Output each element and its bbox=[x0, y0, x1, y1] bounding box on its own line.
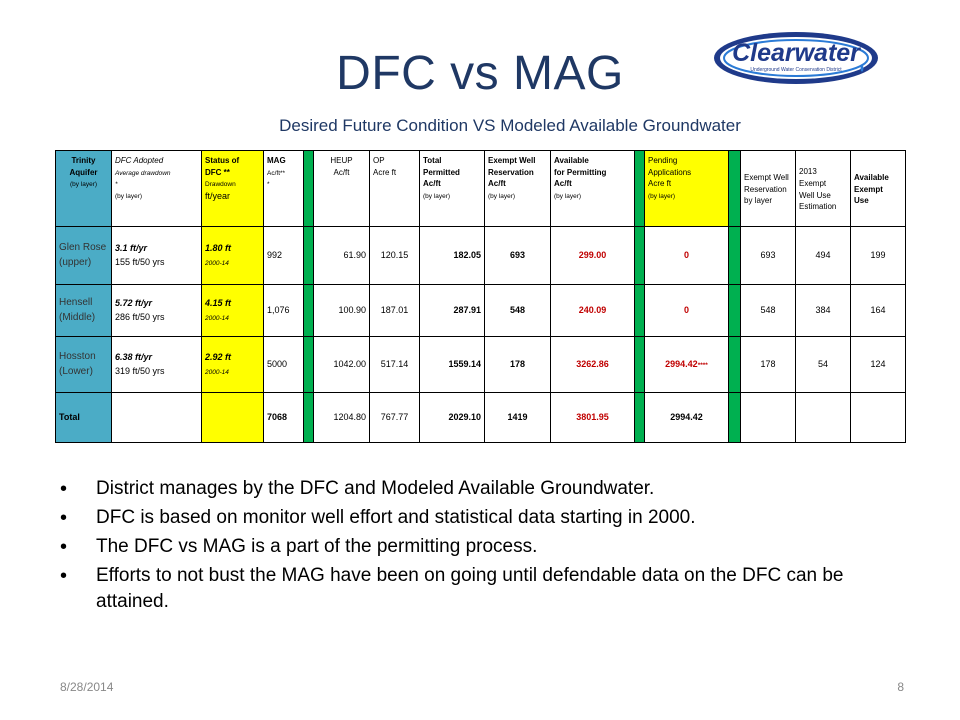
header-green-divider-3 bbox=[728, 150, 741, 227]
total-mag: 7068 bbox=[263, 392, 304, 443]
row-status-dfc: 4.15 ft 2000-14 bbox=[201, 284, 264, 337]
header-green-divider-2 bbox=[634, 150, 645, 227]
header-op: OP Acre ft bbox=[369, 150, 420, 227]
total-heup: 1204.80 bbox=[313, 392, 370, 443]
row-aquifer-name: Hensell (Middle) bbox=[55, 284, 112, 337]
row-total-permitted: 287.91 bbox=[419, 284, 485, 337]
header-aquifer: Trinity Aquifer (by layer) bbox=[55, 150, 112, 227]
dfc-mag-table: Trinity Aquifer (by layer) DFC Adopted A… bbox=[55, 150, 906, 443]
row-mag: 1,076 bbox=[263, 284, 304, 337]
table-row: Hosston (Lower) 6.38 ft/yr 319 ft/50 yrs… bbox=[55, 336, 906, 393]
row-dfc-adopted: 3.1 ft/yr 155 ft/50 yrs bbox=[111, 226, 202, 285]
row-exempt-2013: 494 bbox=[795, 226, 851, 285]
row-exempt-reservation: 548 bbox=[740, 284, 796, 337]
bullet-list: District manages by the DFC and Modeled … bbox=[60, 476, 905, 618]
row-aquifer-name: Hosston (Lower) bbox=[55, 336, 112, 393]
row-op: 517.14 bbox=[369, 336, 420, 393]
row-exempt-reservation: 178 bbox=[740, 336, 796, 393]
row-aquifer-name: Glen Rose (upper) bbox=[55, 226, 112, 285]
row-op: 120.15 bbox=[369, 226, 420, 285]
row-status-dfc: 1.80 ft 2000-14 bbox=[201, 226, 264, 285]
row-exempt-well: 178 bbox=[484, 336, 551, 393]
slide-title: DFC vs MAG bbox=[336, 47, 624, 100]
total-available-permitting: 3801.95 bbox=[550, 392, 635, 443]
row-pending: 0 bbox=[644, 226, 729, 285]
total-permitted: 2029.10 bbox=[419, 392, 485, 443]
row-exempt-2013: 54 bbox=[795, 336, 851, 393]
row-exempt-well: 693 bbox=[484, 226, 551, 285]
row-heup: 1042.00 bbox=[313, 336, 370, 393]
header-green-divider-1 bbox=[303, 150, 314, 227]
row-mag: 5000 bbox=[263, 336, 304, 393]
row-heup: 100.90 bbox=[313, 284, 370, 337]
row-exempt-reservation: 693 bbox=[740, 226, 796, 285]
table-header-row: Trinity Aquifer (by layer) DFC Adopted A… bbox=[55, 150, 906, 227]
row-available-exempt: 164 bbox=[850, 284, 906, 337]
row-available-permitting: 299.00 bbox=[550, 226, 635, 285]
row-exempt-2013: 384 bbox=[795, 284, 851, 337]
row-pending: 0 bbox=[644, 284, 729, 337]
header-exempt-well-reservation: Exempt Well Reservation Ac/ft (by layer) bbox=[484, 150, 551, 227]
bullet-item: DFC is based on monitor well effort and … bbox=[60, 505, 905, 531]
table-row: Hensell (Middle) 5.72 ft/yr 286 ft/50 yr… bbox=[55, 284, 906, 337]
row-total-permitted: 182.05 bbox=[419, 226, 485, 285]
table-row: Glen Rose (upper) 3.1 ft/yr 155 ft/50 yr… bbox=[55, 226, 906, 285]
footer-page-number: 8 bbox=[897, 680, 904, 694]
table-total-row: Total 7068 1204.80 767.77 2029.10 1419 3… bbox=[55, 392, 906, 443]
row-available-exempt: 199 bbox=[850, 226, 906, 285]
row-dfc-adopted: 5.72 ft/yr 286 ft/50 yrs bbox=[111, 284, 202, 337]
header-status-dfc: Status of DFC ** Drawdown ft/year bbox=[201, 150, 264, 227]
row-available-permitting: 3262.86 bbox=[550, 336, 635, 393]
bullet-item: Efforts to not bust the MAG have been on… bbox=[60, 563, 905, 615]
row-mag: 992 bbox=[263, 226, 304, 285]
total-label: Total bbox=[55, 392, 112, 443]
logo-tagline: Underground Water Conservation District bbox=[750, 67, 842, 73]
row-pending: 2994.42**** bbox=[644, 336, 729, 393]
row-status-dfc: 2.92 ft 2000-14 bbox=[201, 336, 264, 393]
row-exempt-well: 548 bbox=[484, 284, 551, 337]
row-total-permitted: 1559.14 bbox=[419, 336, 485, 393]
bullet-item: The DFC vs MAG is a part of the permitti… bbox=[60, 534, 905, 560]
total-pending: 2994.42 bbox=[644, 392, 729, 443]
header-exempt-well-reservation-2: Exempt Well Reservation by layer bbox=[740, 150, 796, 227]
row-available-exempt: 124 bbox=[850, 336, 906, 393]
bullet-item: District manages by the DFC and Modeled … bbox=[60, 476, 905, 502]
total-exempt-well: 1419 bbox=[484, 392, 551, 443]
header-available-exempt-use: Available Exempt Use bbox=[850, 150, 906, 227]
logo-text: Clearwater bbox=[732, 39, 861, 67]
row-heup: 61.90 bbox=[313, 226, 370, 285]
slide-subtitle: Desired Future Condition VS Modeled Avai… bbox=[279, 116, 741, 135]
row-available-permitting: 240.09 bbox=[550, 284, 635, 337]
row-op: 187.01 bbox=[369, 284, 420, 337]
header-heup: HEUP Ac/ft bbox=[313, 150, 370, 227]
clearwater-logo: Clearwater Underground Water Conservatio… bbox=[714, 32, 878, 84]
header-pending-applications: Pending Applications Acre ft (by layer) bbox=[644, 150, 729, 227]
header-mag: MAG Ac/ft** * bbox=[263, 150, 304, 227]
header-total-permitted: Total Permitted Ac/ft (by layer) bbox=[419, 150, 485, 227]
header-available-permitting: Available for Permitting Ac/ft (by layer… bbox=[550, 150, 635, 227]
footer-date: 8/28/2014 bbox=[60, 680, 114, 694]
header-dfc-adopted: DFC Adopted Average drawdown * (by layer… bbox=[111, 150, 202, 227]
row-dfc-adopted: 6.38 ft/yr 319 ft/50 yrs bbox=[111, 336, 202, 393]
header-exempt-2013: 2013 Exempt Well Use Estimation bbox=[795, 150, 851, 227]
total-op: 767.77 bbox=[369, 392, 420, 443]
